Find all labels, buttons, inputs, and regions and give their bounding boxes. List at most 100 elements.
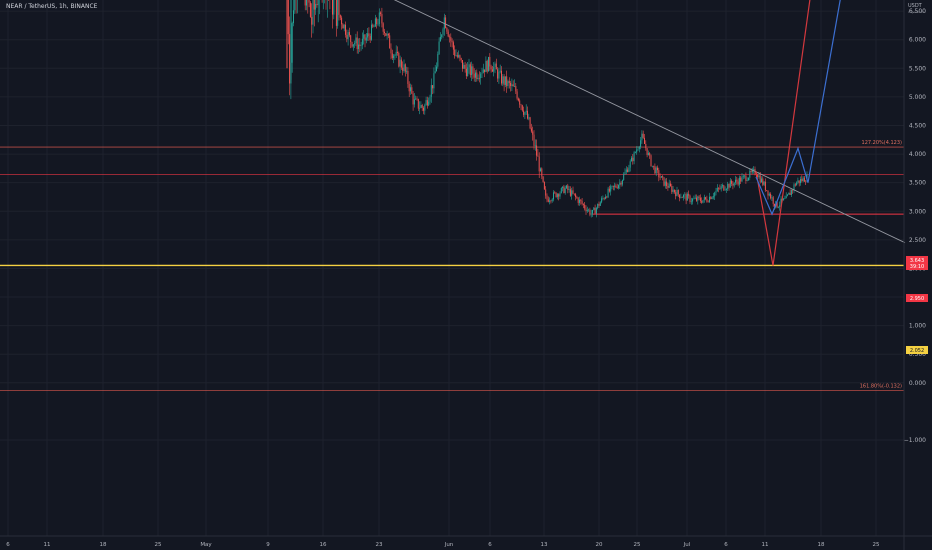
- candle-body: [675, 192, 677, 197]
- candle-body: [750, 170, 752, 173]
- candle-body: [374, 18, 376, 27]
- descending-trendline[interactable]: [238, 0, 906, 244]
- candle-body: [452, 42, 454, 50]
- candle-body: [685, 194, 687, 201]
- candle-body: [670, 183, 671, 187]
- candle-body: [377, 23, 379, 25]
- candle-body: [547, 199, 549, 202]
- candle-body: [605, 196, 606, 199]
- candle-body: [598, 203, 600, 206]
- candle-body: [608, 188, 610, 192]
- candle-body: [367, 33, 369, 38]
- candle-body: [341, 17, 343, 25]
- scale-mode[interactable]: Logarithmic: [908, 10, 926, 14]
- candle-body: [789, 192, 791, 196]
- candle-body: [499, 70, 501, 72]
- candle-body: [415, 98, 417, 100]
- candle-body: [488, 56, 489, 72]
- candle-body: [742, 175, 744, 177]
- symbol-header[interactable]: NEAR / TetherUS, 1h, BINANCE: [6, 3, 98, 10]
- candle-body: [542, 176, 544, 182]
- candle-body: [541, 168, 543, 177]
- candle-body: [403, 64, 405, 72]
- candle-body: [749, 170, 751, 178]
- candle-body: [803, 177, 805, 182]
- candle-body: [359, 44, 361, 46]
- candle-body: [493, 67, 495, 72]
- candle-body: [361, 38, 363, 46]
- price-axis[interactable]: 7.5007.0006.5006.0005.5005.0004.5004.000…: [903, 0, 926, 550]
- candle-body: [406, 70, 408, 72]
- candle-body: [460, 58, 462, 60]
- candle-body: [558, 194, 560, 197]
- price-unit: USDT: [908, 3, 922, 9]
- candle-body: [385, 33, 387, 36]
- candle-body: [481, 72, 483, 74]
- candle-body: [770, 193, 772, 199]
- candle-body: [785, 195, 787, 199]
- candle-body: [702, 199, 704, 203]
- candle-body: [671, 186, 673, 192]
- candle-body: [640, 140, 642, 147]
- candle-body: [642, 133, 644, 138]
- candle-body: [603, 198, 605, 199]
- candle-body: [654, 166, 656, 174]
- candle-body: [737, 181, 739, 185]
- candle-body: [623, 174, 625, 181]
- candle-body: [709, 196, 710, 202]
- candle-body: [741, 176, 743, 182]
- candle-body: [546, 195, 548, 200]
- y-tick-label: 2.500: [909, 237, 926, 244]
- candle-body: [556, 194, 558, 198]
- candle-body: [434, 71, 436, 74]
- candle-body: [491, 69, 493, 72]
- candle-body: [407, 70, 409, 84]
- candle-body: [631, 157, 632, 162]
- candle-body: [536, 145, 538, 156]
- candle-body: [371, 24, 372, 40]
- candle-body: [584, 204, 586, 209]
- candle-body: [646, 148, 648, 155]
- candle-body: [579, 199, 580, 203]
- candle-body: [768, 193, 770, 196]
- candle-body: [729, 180, 731, 188]
- candle-body: [594, 207, 596, 214]
- candle-body: [793, 184, 795, 191]
- candle-body: [350, 35, 352, 43]
- candle-body: [667, 185, 669, 188]
- red-path[interactable]: [755, 0, 816, 266]
- candle-body: [625, 169, 627, 172]
- fib-161-label: 161.80%(-0.132): [860, 383, 902, 389]
- candle-body: [458, 55, 460, 57]
- candle-body: [306, 0, 307, 6]
- x-tick-label: 18: [100, 542, 107, 548]
- candle-body: [728, 183, 730, 188]
- candle-body: [464, 64, 466, 69]
- candle-body: [345, 24, 346, 35]
- time-axis[interactable]: 6 11 18 25 May 9 16 23 Jun 6 13 20 25 Jul 6 11 18 25: [0, 535, 932, 548]
- candle-body: [706, 199, 708, 202]
- projection-arrows[interactable]: [755, 0, 850, 266]
- candle-body: [627, 169, 629, 172]
- candle-body: [758, 175, 760, 178]
- candle-body: [313, 0, 315, 10]
- candle-body: [725, 188, 727, 190]
- candle-body: [796, 182, 798, 186]
- candle-body: [512, 84, 514, 87]
- candle-body: [486, 60, 488, 72]
- candle-body: [335, 0, 337, 26]
- trendline[interactable]: [238, 0, 906, 244]
- candle-body: [528, 117, 530, 119]
- support-price-tag: [906, 294, 928, 302]
- candle-body: [550, 200, 552, 202]
- candle-body: [771, 197, 773, 199]
- candle-body: [412, 93, 414, 105]
- blue-path[interactable]: [755, 0, 848, 216]
- candle-body: [722, 185, 723, 187]
- x-tick-label: 23: [376, 542, 383, 548]
- candle-body: [365, 37, 367, 41]
- candle-body: [753, 169, 755, 170]
- candle-body: [537, 155, 539, 157]
- y-tick-label: 6.500: [909, 8, 926, 15]
